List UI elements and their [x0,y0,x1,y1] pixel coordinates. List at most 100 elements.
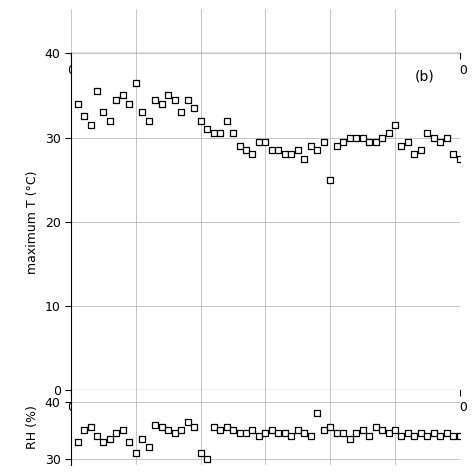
Point [456,432,464,440]
Point [346,134,354,141]
Point [113,429,120,437]
Point [449,432,457,440]
Point [242,146,250,154]
Point [339,429,347,437]
Point [223,424,230,431]
Point [126,100,133,108]
Point [333,429,340,437]
Point [249,151,256,158]
Point [203,125,211,133]
Point [372,138,379,146]
Point [398,432,405,440]
Point [138,109,146,116]
Point [158,424,165,431]
Point [430,134,438,141]
Point [138,435,146,443]
Point [410,432,418,440]
Point [417,429,425,437]
Point [313,410,321,417]
Point [262,138,269,146]
Point [249,427,256,434]
Point [119,91,127,99]
Point [294,427,301,434]
Point [320,427,328,434]
Point [281,429,289,437]
Point [456,155,464,163]
Point [365,138,373,146]
Point [210,129,218,137]
Point [417,146,425,154]
Point [274,146,282,154]
Point [359,427,366,434]
Point [177,427,185,434]
Point [410,151,418,158]
Point [80,427,88,434]
Point [126,438,133,446]
Point [145,444,153,451]
Text: (b): (b) [415,70,435,84]
Point [365,432,373,440]
Point [359,134,366,141]
Point [158,100,165,108]
Point [113,96,120,103]
Point [372,424,379,431]
Point [352,429,360,437]
Point [184,418,191,426]
Point [184,96,191,103]
Point [197,117,204,125]
Point [197,449,204,457]
Point [320,138,328,146]
X-axis label: Months (period: Jan. 2006–Dec. 2010): Months (period: Jan. 2006–Dec. 2010) [133,417,398,429]
Point [223,117,230,125]
Point [307,142,315,150]
Point [346,435,354,443]
Point [106,117,114,125]
Point [93,87,101,95]
Y-axis label: maximum T (°C): maximum T (°C) [26,170,39,273]
Y-axis label: RH (%): RH (%) [26,405,39,449]
Point [301,429,308,437]
Point [177,109,185,116]
Point [424,432,431,440]
Point [327,424,334,431]
Point [164,91,172,99]
Point [404,138,412,146]
Point [119,427,127,434]
Point [424,129,431,137]
Point [385,429,392,437]
Point [74,100,82,108]
Point [236,429,243,437]
Point [378,427,386,434]
Point [191,104,198,112]
Point [339,138,347,146]
Point [281,151,289,158]
Point [132,79,140,87]
Point [171,429,179,437]
Point [242,429,250,437]
Point [164,427,172,434]
Point [262,429,269,437]
Point [229,427,237,434]
Point [210,424,218,431]
Point [132,449,140,457]
Point [443,134,451,141]
Point [391,121,399,129]
Point [191,424,198,431]
Point [391,427,399,434]
X-axis label: Months (period: Jan. 2006–Dec. 2010): Months (period: Jan. 2006–Dec. 2010) [133,80,398,92]
Point [171,96,179,103]
Point [236,142,243,150]
Point [255,138,263,146]
Point [437,432,444,440]
Point [100,109,107,116]
Point [268,146,276,154]
Point [307,432,315,440]
Point [152,96,159,103]
Point [152,421,159,428]
Point [327,176,334,183]
Point [333,142,340,150]
Point [274,429,282,437]
Point [87,424,94,431]
Point [443,429,451,437]
Point [106,435,114,443]
